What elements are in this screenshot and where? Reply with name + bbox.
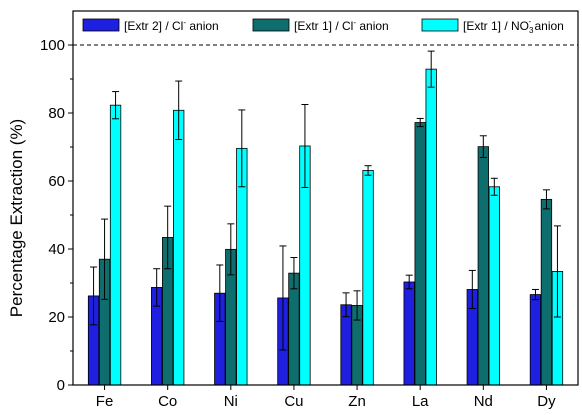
error-bar-zn-series-2 bbox=[353, 290, 361, 321]
x-tick-label-cu: Cu bbox=[284, 393, 303, 410]
legend-item-3: [Extr 1] / NO3- anion bbox=[421, 17, 564, 35]
x-tick-label-dy: Dy bbox=[537, 393, 556, 410]
y-tick-label-20: 20 bbox=[48, 309, 65, 326]
bar-group-nd bbox=[466, 135, 500, 386]
legend-item-2: [Extr 1] / Cl- anion bbox=[252, 18, 389, 33]
x-tick-label-ni: Ni bbox=[224, 393, 238, 410]
bars-layer bbox=[87, 50, 564, 386]
legend: [Extr 2] / Cl- anion [Extr 1] / Cl- anion… bbox=[82, 17, 564, 35]
x-tick-label-co: Co bbox=[158, 393, 177, 410]
legend-swatch-2 bbox=[252, 18, 290, 32]
plot-frame bbox=[72, 10, 579, 386]
error-bar-dy-series-1 bbox=[531, 288, 539, 301]
error-bar-fe-series-3 bbox=[112, 91, 120, 120]
error-bar-zn-series-1 bbox=[342, 292, 350, 318]
error-bar-la-series-2 bbox=[416, 117, 424, 128]
bar-la-series-1 bbox=[403, 281, 415, 386]
bar-zn-series-3 bbox=[362, 170, 374, 386]
legend-label-3: [Extr 1] / NO3- anion bbox=[463, 17, 564, 35]
error-bar-dy-series-3 bbox=[553, 225, 561, 318]
legend-swatch-1 bbox=[82, 18, 120, 32]
y-tick-label-60: 60 bbox=[48, 173, 65, 190]
legend-swatch-3 bbox=[421, 18, 459, 32]
bar-la-series-2 bbox=[414, 122, 426, 386]
y-tick-label-80: 80 bbox=[48, 105, 65, 122]
error-bar-fe-series-2 bbox=[101, 218, 109, 300]
legend-item-1: [Extr 2] / Cl- anion bbox=[82, 18, 219, 33]
bar-group-la bbox=[403, 50, 437, 386]
error-bar-co-series-1 bbox=[153, 268, 161, 307]
error-bar-co-series-3 bbox=[175, 80, 183, 141]
error-bar-dy-series-2 bbox=[542, 189, 550, 210]
error-bar-co-series-2 bbox=[164, 205, 172, 270]
legend-label-2: [Extr 1] / Cl- anion bbox=[294, 18, 389, 33]
error-bar-cu-series-2 bbox=[290, 257, 298, 290]
error-bar-nd-series-1 bbox=[468, 269, 476, 309]
axes-layer: 0 20 40 60 80 100 Fe Co Ni Cu Zn La Nd Dy bbox=[40, 10, 579, 410]
error-bar-nd-series-2 bbox=[479, 135, 487, 159]
y-tick-label-0: 0 bbox=[57, 377, 65, 394]
bar-group-fe bbox=[87, 91, 122, 386]
x-tick-label-nd: Nd bbox=[474, 393, 493, 410]
bar-dy-series-1 bbox=[529, 294, 542, 386]
bar-cu-series-2 bbox=[288, 272, 300, 386]
bar-group-co bbox=[151, 80, 185, 386]
y-tick-label-40: 40 bbox=[48, 241, 65, 258]
error-bar-ni-series-3 bbox=[238, 109, 246, 188]
error-bar-ni-series-2 bbox=[227, 223, 235, 276]
bar-group-cu bbox=[277, 104, 311, 386]
bar-nd-series-3 bbox=[488, 186, 500, 386]
error-bar-la-series-3 bbox=[427, 50, 435, 88]
legend-label-1: [Extr 2] / Cl- anion bbox=[124, 18, 219, 33]
error-bar-ni-series-1 bbox=[216, 264, 224, 322]
x-tick-label-zn: Zn bbox=[348, 393, 366, 410]
bar-nd-series-2 bbox=[477, 146, 489, 386]
x-tick-label-la: La bbox=[412, 393, 429, 410]
bar-group-dy bbox=[529, 189, 564, 386]
bar-group-zn bbox=[340, 165, 374, 386]
bar-co-series-3 bbox=[173, 109, 185, 386]
y-tick-label-100: 100 bbox=[40, 37, 65, 54]
bar-group-ni bbox=[214, 109, 248, 386]
y-axis-title: Percentage Extraction (%) bbox=[7, 119, 26, 317]
bar-la-series-3 bbox=[425, 68, 437, 386]
bar-dy-series-2 bbox=[540, 198, 553, 386]
error-bar-nd-series-3 bbox=[490, 177, 498, 196]
error-bar-zn-series-3 bbox=[364, 165, 372, 176]
error-bar-la-series-1 bbox=[405, 274, 413, 290]
error-bar-cu-series-1 bbox=[279, 245, 287, 351]
error-bar-cu-series-3 bbox=[301, 104, 309, 188]
x-tick-label-fe: Fe bbox=[96, 393, 114, 410]
error-bar-fe-series-1 bbox=[90, 266, 98, 326]
bar-fe-series-3 bbox=[109, 104, 122, 386]
